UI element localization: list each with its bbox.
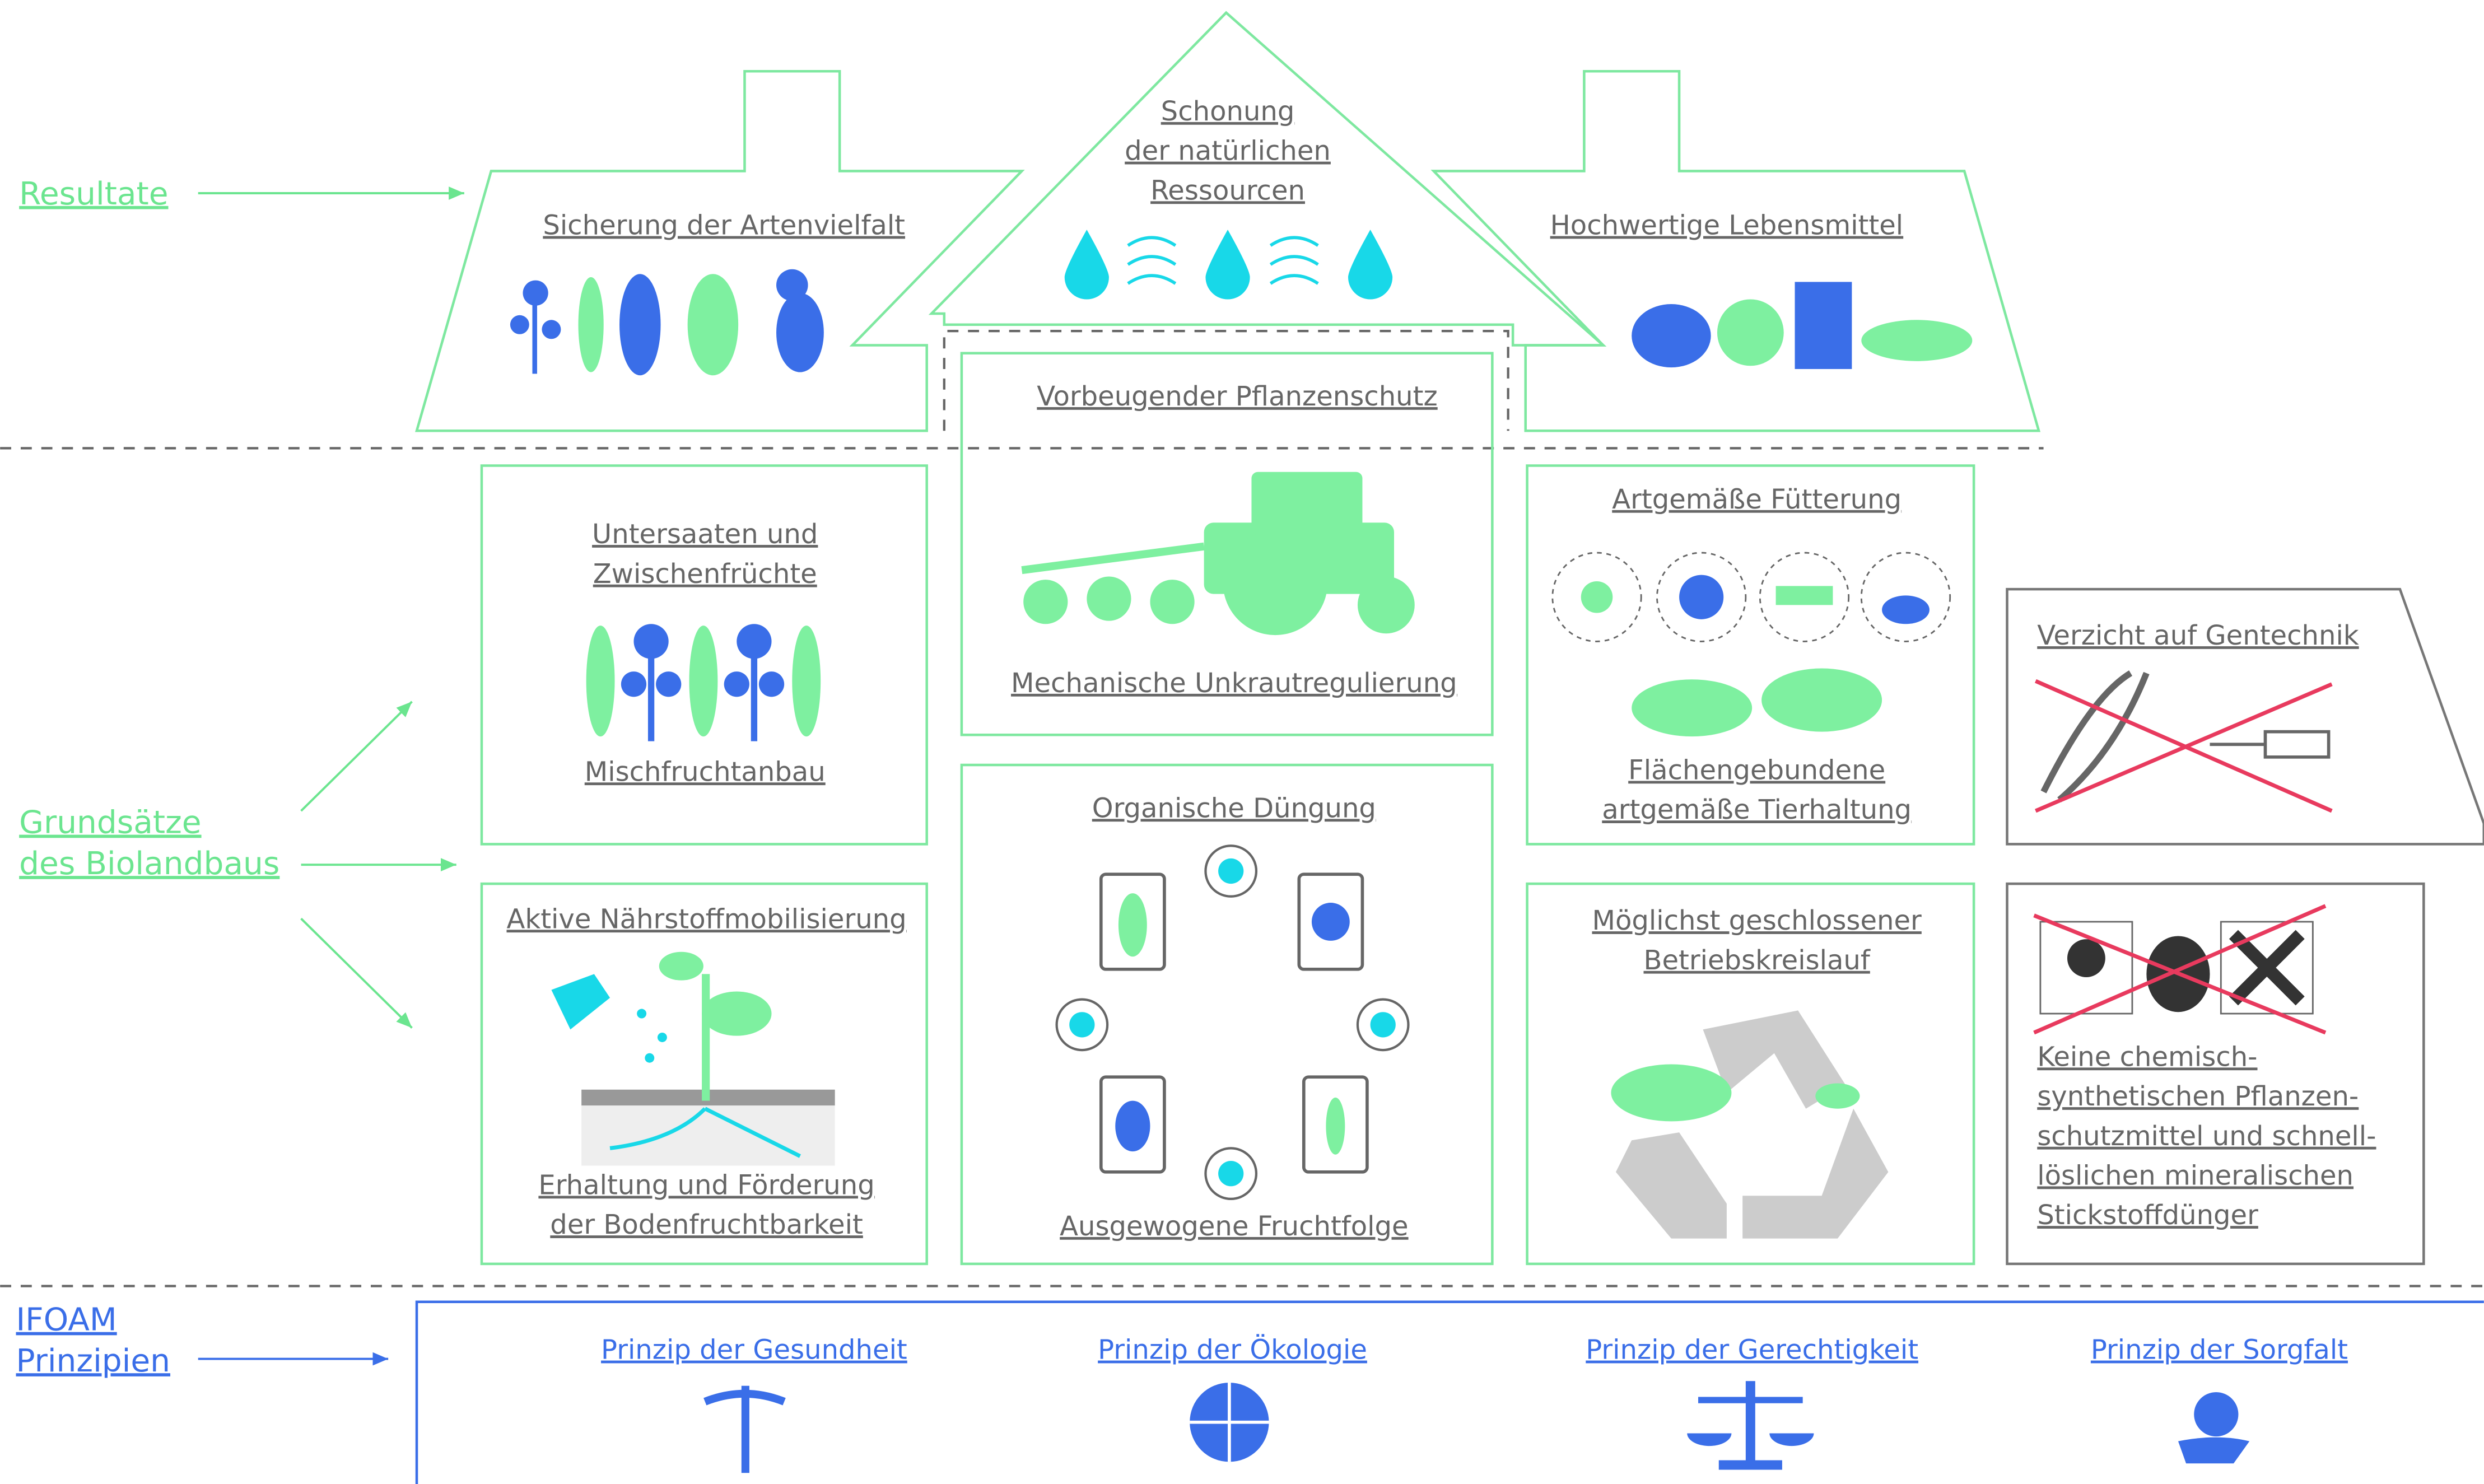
roof-left — [417, 71, 1022, 431]
box-caption: Flächengebundene — [1628, 754, 1885, 786]
box-title: schutzmittel und schnell- — [2037, 1121, 2376, 1152]
mixed-crop-icons — [586, 624, 821, 741]
ifoam-principle: Prinzip der Sorgfalt — [2091, 1334, 2348, 1366]
side-label: Prinzipien — [16, 1342, 170, 1379]
resource-icons — [1065, 230, 1392, 299]
crop-rotation-icons — [1057, 846, 1409, 1199]
side-label: Resultate — [19, 175, 168, 212]
diagram: Resultate Grundsätze des Biolandbaus IFO… — [0, 0, 2484, 1484]
ifoam-icons — [705, 1381, 2249, 1473]
cycle-icon — [1611, 1010, 1888, 1238]
soil-icon — [551, 952, 835, 1166]
box-title: synthetischen Pflanzen- — [2037, 1081, 2359, 1112]
box-caption: der Bodenfruchtbarkeit — [550, 1209, 863, 1240]
biodiversity-icons — [510, 269, 824, 375]
box-title: Organische Düngung — [1092, 792, 1376, 824]
box-title: Keine chemisch- — [2037, 1041, 2257, 1072]
box-title: Verzicht auf Gentechnik — [2037, 620, 2359, 651]
no-gmo-icon — [2035, 673, 2332, 811]
box-title: Artgemäße Fütterung — [1612, 484, 1902, 515]
box-title: löslichen mineralischen — [2037, 1160, 2353, 1191]
result-title: Sicherung der Artenvielfalt — [543, 210, 905, 241]
box-title: Untersaaten und — [592, 519, 818, 550]
box-title: Vorbeugender Pflanzenschutz — [1037, 381, 1437, 412]
result-title: Schonung — [1161, 96, 1295, 127]
box-caption: Erhaltung und Förderung — [538, 1169, 874, 1201]
side-label: Grundsätze — [19, 804, 201, 841]
ifoam-principle: Prinzip der Gerechtigkeit — [1586, 1334, 1918, 1366]
box-caption: Ausgewogene Fruchtfolge — [1060, 1211, 1408, 1242]
box-title: Stickstoffdünger — [2037, 1200, 2258, 1231]
box-title: Möglichst geschlossener — [1592, 905, 1922, 936]
result-title: Ressourcen — [1150, 175, 1305, 206]
side-label: des Biolandbaus — [19, 845, 279, 882]
result-title: der natürlichen — [1125, 136, 1331, 167]
box-caption: Mischfruchtanbau — [585, 756, 826, 787]
arrow — [301, 918, 412, 1028]
box — [1527, 465, 1974, 844]
roof-right — [1434, 71, 2039, 431]
result-title: Hochwertige Lebensmittel — [1550, 210, 1904, 241]
box-title: Betriebskreislauf — [1644, 945, 1871, 976]
arrow — [301, 702, 412, 811]
no-chemicals-icon — [2034, 906, 2325, 1033]
box-caption: Mechanische Unkrautregulierung — [1011, 668, 1457, 699]
page: Resultate Grundsätze des Biolandbaus IFO… — [0, 0, 2484, 1484]
feeding-icons — [1553, 553, 1950, 736]
box — [962, 765, 1492, 1264]
box-title: Aktive Nährstoffmobilisierung — [506, 903, 906, 935]
ifoam-principle: Prinzip der Ökologie — [1098, 1334, 1367, 1366]
side-label: IFOAM — [16, 1301, 116, 1338]
box-title: Zwischenfrüchte — [593, 558, 817, 590]
food-icons — [1632, 282, 1972, 369]
box-caption: artgemäße Tierhaltung — [1602, 794, 1912, 825]
tractor-icon — [1022, 472, 1414, 635]
ifoam-principle: Prinzip der Gesundheit — [601, 1334, 907, 1366]
